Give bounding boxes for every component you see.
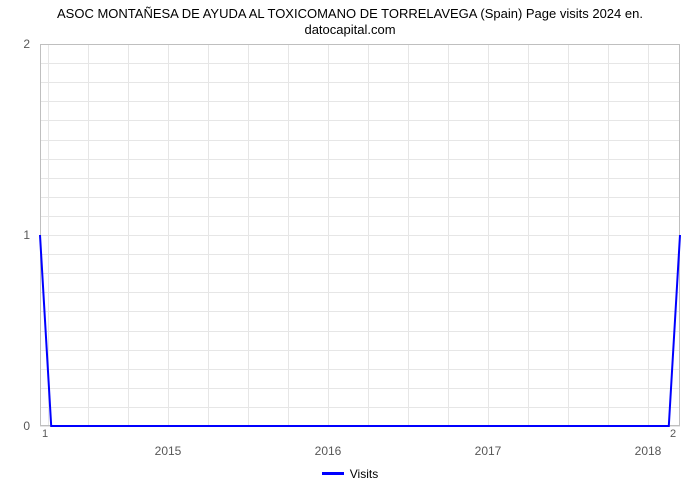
chart-title-line2: datocapital.com (304, 22, 395, 37)
secondary-label-left: 1 (42, 428, 48, 440)
x-tick-label: 2015 (155, 444, 182, 458)
chart-container: { "chart": { "type": "line", "title_line… (0, 0, 700, 500)
legend: Visits (0, 466, 700, 481)
y-tick-label: 0 (0, 419, 30, 433)
chart-title: ASOC MONTAÑESA DE AYUDA AL TOXICOMANO DE… (0, 6, 700, 39)
y-tick-label: 2 (0, 37, 30, 51)
x-tick-label: 2017 (475, 444, 502, 458)
plot-area (40, 44, 680, 426)
legend-label: Visits (350, 467, 378, 481)
x-tick-label: 2018 (635, 444, 662, 458)
legend-swatch (322, 472, 344, 475)
y-tick-label: 1 (0, 228, 30, 242)
x-tick-label: 2016 (315, 444, 342, 458)
chart-title-line1: ASOC MONTAÑESA DE AYUDA AL TOXICOMANO DE… (57, 6, 643, 21)
series-line (40, 44, 680, 426)
secondary-label-right: 2 (670, 428, 676, 440)
